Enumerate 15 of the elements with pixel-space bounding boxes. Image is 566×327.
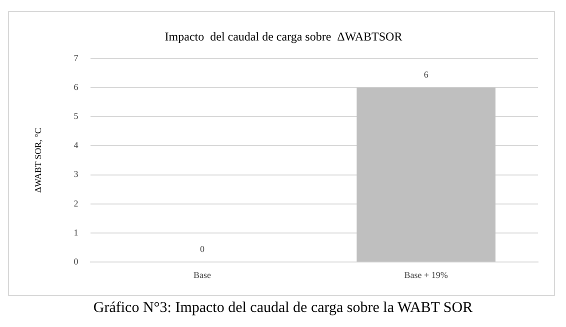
y-tick-label: 4	[74, 140, 79, 150]
x-tick-label: Base + 19%	[404, 270, 448, 280]
y-axis-title: ΔWABT SOR, °C	[32, 128, 43, 193]
y-tick-label: 0	[74, 256, 79, 267]
data-label: 6	[424, 69, 429, 80]
y-tick-label: 7	[74, 52, 79, 63]
y-tick-label: 6	[74, 82, 79, 92]
chart-title: Impacto del caudal de carga sobre ΔWABTSOR	[164, 29, 402, 44]
y-tick-label: 2	[74, 198, 78, 208]
data-label: 0	[200, 244, 205, 254]
y-tick-label: 3	[74, 169, 79, 180]
y-tick-label: 1	[74, 227, 78, 238]
x-tick-label: Base	[193, 270, 211, 280]
text: Gráfico N°3: Impacto del caudal de carga sobre la WABT SOR	[92, 300, 474, 317]
y-tick-label: 5	[74, 110, 79, 121]
